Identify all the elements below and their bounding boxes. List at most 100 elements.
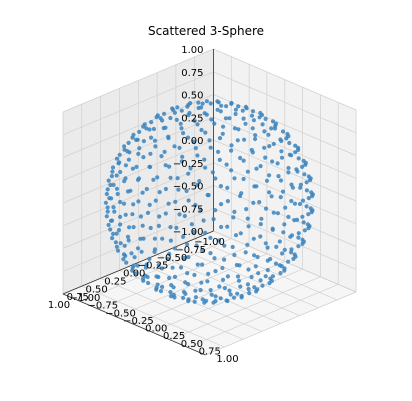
scatter-point [200,262,205,267]
scatter-point [162,111,167,116]
scatter-point [201,218,206,223]
scatter-point [263,155,268,160]
scatter-point [188,166,193,171]
scatter-point [129,251,134,256]
scatter-point [200,101,205,106]
scatter-point [231,295,237,300]
scatter-point [259,216,264,221]
scatter-point [293,143,298,148]
scatter-point [263,116,268,121]
scatter-point [211,300,216,305]
scatter-point [179,108,184,113]
scatter-point [149,135,154,140]
y-axis-line [62,293,206,356]
scatter-point [212,121,217,126]
scatter-point [269,194,274,199]
scatter-point [241,158,246,163]
scatter-point [208,101,213,106]
scatter-point [134,271,139,276]
scatter-point [258,278,263,283]
scatter-point [138,214,143,219]
scatter-point [108,182,113,188]
scatter-point [104,214,109,219]
scatter-point [219,103,224,108]
scatter-point [172,144,177,149]
scatter-point [159,154,164,159]
z-tick-label: 0.25 [181,113,203,124]
scatter-point [241,176,246,182]
scatter-point [278,195,283,200]
scatter-point [117,160,122,165]
scatter-point [114,156,120,161]
scatter-point [212,256,217,261]
scatter-point [216,100,221,105]
scatter-point [265,268,270,273]
scatter-point [216,238,222,243]
scatter-point [219,202,224,207]
scatter-point [251,236,256,241]
scatter-point [167,275,172,281]
z-tick-label: 0.50 [181,91,203,102]
scatter-point [217,157,222,162]
scatter-point [118,199,123,205]
scatter-point [292,252,297,257]
scatter-point [202,111,207,116]
scatter-point [193,295,198,300]
scatter-point [235,274,241,279]
scatter-point [153,198,158,203]
scatter-point [182,255,187,261]
scatter-point [144,186,149,192]
z-tick-label: 1.00 [181,45,203,56]
scatter-point [281,230,286,235]
scatter-point [168,115,173,121]
scatter-point [242,137,247,142]
scatter-point [108,218,114,223]
scatter-point [258,234,263,239]
scatter-point [278,137,283,142]
scatter-point [198,288,203,293]
scatter-point [236,104,241,109]
scatter-point [170,265,175,270]
scatter-point [109,174,114,179]
scatter-point [141,139,146,144]
scatter-point [257,200,262,205]
scatter-point [122,144,127,149]
scatter-point [141,124,146,129]
scatter-point [156,223,161,228]
scatter-point [115,191,120,197]
scatter-point [134,137,139,142]
scatter-point [181,131,186,136]
scatter-point [289,198,294,204]
scatter-point [181,234,186,239]
scatter-point [195,182,200,188]
scatter-point [116,228,122,233]
scatter-point [264,178,270,183]
scatter-point [196,100,201,105]
grid-line [100,277,244,340]
scatter-point [141,278,146,283]
scatter-point [232,126,237,131]
scatter-point [225,199,230,204]
scatter-point [267,144,272,149]
scatter-point [308,206,313,211]
scatter-point [196,105,201,111]
scatter-point [163,125,168,130]
scatter-point [156,274,161,280]
scatter-point [270,159,275,164]
scatter-point [186,102,191,107]
scatter-point [240,108,245,113]
scatter-point [301,158,306,163]
scatter-point [278,271,283,276]
scatter-point [192,299,197,304]
scatter-point [140,223,145,228]
scatter-point [249,274,254,280]
scatter-point [306,196,311,201]
scatter-point [306,212,311,217]
scatter-point [298,185,303,190]
scatter-point [265,245,270,250]
scatter-point [260,283,265,288]
scatter-point [277,239,282,244]
scatter-point [262,129,267,134]
scatter-point [154,287,159,292]
scatter-point [177,212,182,217]
